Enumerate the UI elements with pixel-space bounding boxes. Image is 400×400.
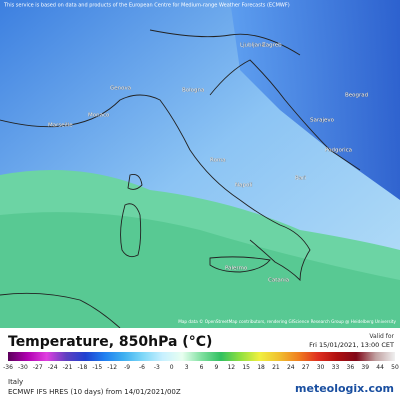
city-label: Marseille [48,123,73,129]
tick-label: 18 [257,364,265,371]
legend-title: Temperature, 850hPa (°C) [8,334,213,350]
tick-label: 3 [184,364,189,371]
city-label: Bologna [182,88,204,94]
tick-label: 27 [301,364,310,371]
tick-label: -6 [138,364,145,371]
tick-label: -36 [3,364,13,371]
city-label: Podgorica [325,148,352,154]
tick-label: 50 [391,364,399,371]
notice: This service is based on data and produc… [3,3,290,9]
valid-time: Fri 15/01/2021, 13:00 CET [309,341,394,349]
tick-label: -27 [32,364,43,371]
city-label: Roma [210,158,226,164]
tick-label: -9 [124,364,131,371]
valid-label: Valid for [369,333,394,340]
tick-label: 9 [214,364,219,371]
city-label: Beograd [345,93,368,99]
city-label: Ljubljana [240,43,265,49]
map: This service is based on data and produc… [0,0,400,328]
tick-label: -12 [107,364,118,371]
tick-label: -18 [77,364,88,371]
brand[interactable]: meteologix.com [295,382,394,395]
colorbar-ticks: -36 -30 -27 -24 -21 -18 -15 -12 -9 -6 -3 0 3 6 9 12 15 18… [3,364,399,374]
tick-label: 12 [227,364,236,371]
colorbar [8,352,395,361]
tick-label: 21 [272,364,280,371]
cold-region [230,0,400,200]
region: Italy [8,378,24,386]
city-label: Sarajevo [310,118,335,124]
tick-label: 44 [376,364,384,371]
map-attribution: Map data © OpenStreetMap contributors, r… [178,319,396,324]
tick-label: -30 [17,364,28,371]
city-label: Palermo [225,266,248,272]
tick-label: -3 [153,364,160,371]
tick-label: 0 [169,364,174,371]
city-label: Napoli [235,183,253,189]
tick-label: -21 [62,364,73,371]
tick-label: 39 [361,364,370,371]
tick-label: 6 [199,364,204,371]
city-label: Monaco [88,113,110,119]
tick-label: 36 [346,364,355,371]
tick-label: 15 [242,364,250,371]
city-label: Genova [110,86,131,92]
coastlines [0,29,361,328]
tick-label: 24 [286,364,295,371]
tick-label: -24 [47,364,58,371]
tick-label: 33 [331,364,340,371]
warm-core [0,212,400,328]
city-label: Bari [295,176,306,182]
tick-label: -15 [92,364,103,371]
city-label: Zagreb [262,43,282,49]
tick-label: 30 [316,364,325,371]
city-label: Catania [268,278,289,284]
model-info: ECMWF IFS HRES (10 days) from 14/01/2021… [8,388,181,396]
